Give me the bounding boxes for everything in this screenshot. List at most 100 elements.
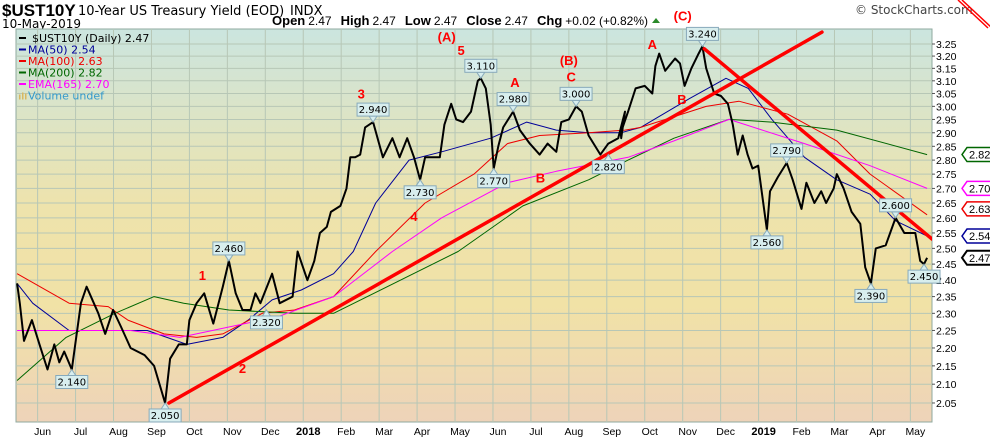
wave-label: (A) (438, 30, 456, 45)
price-label-text: 2.770 (479, 176, 508, 187)
y-tick-label: 2.55 (936, 228, 957, 240)
x-tick-label: Oct (642, 426, 658, 438)
axis-tag-text: 2.54 (969, 231, 990, 243)
y-tick-label: 2.95 (936, 114, 957, 126)
price-label-text: 2.560 (753, 238, 782, 249)
x-tick-label: Aug (565, 426, 584, 438)
y-tick-label: 3.05 (936, 88, 957, 100)
x-tick-label: Sep (147, 426, 166, 438)
copyright: © StockCharts.com (855, 3, 973, 17)
series-line-ma-50- (16, 77, 928, 345)
up-arrow-icon (652, 18, 660, 23)
price-label: 2.820 (591, 153, 625, 175)
legend-item: MA(50) 2.54 (28, 44, 96, 57)
series-line-ma-200- (16, 118, 928, 381)
axis-tag-text: 2.82 (969, 150, 990, 162)
open-label: Open (272, 13, 305, 28)
y-tick-label: 2.65 (936, 198, 957, 210)
price-label: 2.980 (496, 92, 530, 113)
price-labels: 2.140 2.050 2.460 2.320 2.940 2.730 3.110 2.770… (55, 26, 941, 423)
price-label-text: 2.390 (857, 291, 886, 302)
price-label-box (750, 235, 784, 250)
price-label-text: 2.140 (57, 378, 86, 389)
price-label-text: 2.820 (594, 163, 623, 174)
chart-title: 10-Year US Treasury Yield (EOD) (78, 4, 284, 19)
price-label-text: 2.940 (359, 105, 388, 116)
wave-label: B (536, 171, 545, 186)
x-tick-label: Feb (337, 426, 355, 438)
axis-tag-box (961, 201, 990, 217)
y-tick-label: 2.05 (936, 398, 957, 410)
price-label-box (249, 315, 283, 330)
price-label: 2.730 (403, 178, 437, 200)
price-label-text: 2.450 (910, 272, 939, 283)
price-label: 2.460 (212, 241, 246, 262)
legend-item: $UST10Y (Daily) 2.47 (32, 32, 149, 45)
x-axis: Jun Jul Aug Sep Oct Nov Dec 2018 Feb Mar Apr May Jun… (34, 426, 926, 438)
series-line-ma-100- (16, 100, 928, 338)
high-label: High (341, 13, 370, 28)
wave-label: 2 (239, 361, 246, 376)
price-label: 2.390 (854, 282, 888, 303)
price-label: 2.770 (477, 167, 511, 188)
axis-tag-text: 2.47 (969, 253, 990, 265)
chart-date: 10-May-2019 (2, 17, 81, 31)
y-tick-label: 2.10 (936, 379, 957, 391)
volume-bars-icon (19, 92, 27, 100)
axis-tag-box (961, 228, 990, 244)
y-tick-label: 2.35 (936, 292, 957, 304)
price-label-text: 2.600 (881, 201, 910, 212)
series-line-ema-165- (17, 118, 928, 338)
y-tick-label: 3.00 (936, 101, 957, 113)
y-tick-label: 2.80 (936, 155, 957, 167)
y-tick-label: 2.30 (936, 308, 957, 320)
price-label-text: 2.790 (772, 146, 801, 157)
x-tick-label: May (905, 426, 926, 438)
price-label-box (685, 26, 719, 41)
wave-label: 3 (358, 87, 365, 102)
rising-trendline (167, 30, 824, 405)
y-tick-label: 2.20 (936, 343, 957, 355)
x-tick-label: Oct (186, 426, 202, 438)
axis-tag: 2.54 (961, 228, 990, 244)
wave-label: (B) (560, 53, 578, 68)
price-label-box (55, 375, 89, 390)
exchange: INDX (290, 4, 323, 19)
y-tick-label: 3.15 (936, 63, 957, 75)
y-tick-label: 3.10 (936, 76, 957, 88)
price-label: 2.450 (907, 263, 941, 284)
volume-bar (22, 92, 24, 100)
x-tick-label: 2019 (751, 426, 775, 438)
y-tick-label: 2.60 (936, 213, 957, 225)
price-label-text: 2.980 (499, 95, 528, 106)
price-label-box (212, 241, 246, 256)
price-label: 3.240 (685, 26, 719, 48)
x-tick-label: Jun (34, 426, 51, 438)
price-label: 2.140 (55, 368, 89, 390)
wave-label: 5 (457, 43, 464, 58)
low-value: 2.47 (434, 14, 458, 28)
price-label-box (496, 92, 530, 107)
x-tick-label: Mar (830, 426, 849, 438)
x-tick-label: Apr (414, 426, 431, 438)
plot-area (15, 28, 933, 423)
y-tick-label: 3.25 (936, 39, 957, 51)
price-label-box (879, 198, 913, 213)
close-label: Close (466, 13, 501, 28)
legend-item: MA(200) 2.82 (28, 67, 103, 80)
volume-bar (19, 94, 21, 100)
price-label-text: 2.320 (252, 318, 281, 329)
price-label-box (854, 288, 888, 303)
axis-tag-box (961, 146, 990, 163)
axis-tags: 2.82 2.70 2.63 2.54 2.47 (960, 146, 990, 266)
price-label-box (770, 143, 804, 158)
price-label-text: 3.240 (688, 29, 717, 40)
x-tick-label: Nov (223, 426, 242, 438)
wave-label: 1 (199, 268, 206, 283)
price-label: 3.000 (559, 86, 593, 108)
close-value: 2.47 (505, 14, 529, 28)
x-tick-label: Jul (529, 426, 542, 438)
price-label-text: 2.730 (406, 188, 435, 199)
wave-label: A (510, 75, 520, 90)
series-line--ust10y (16, 45, 928, 404)
